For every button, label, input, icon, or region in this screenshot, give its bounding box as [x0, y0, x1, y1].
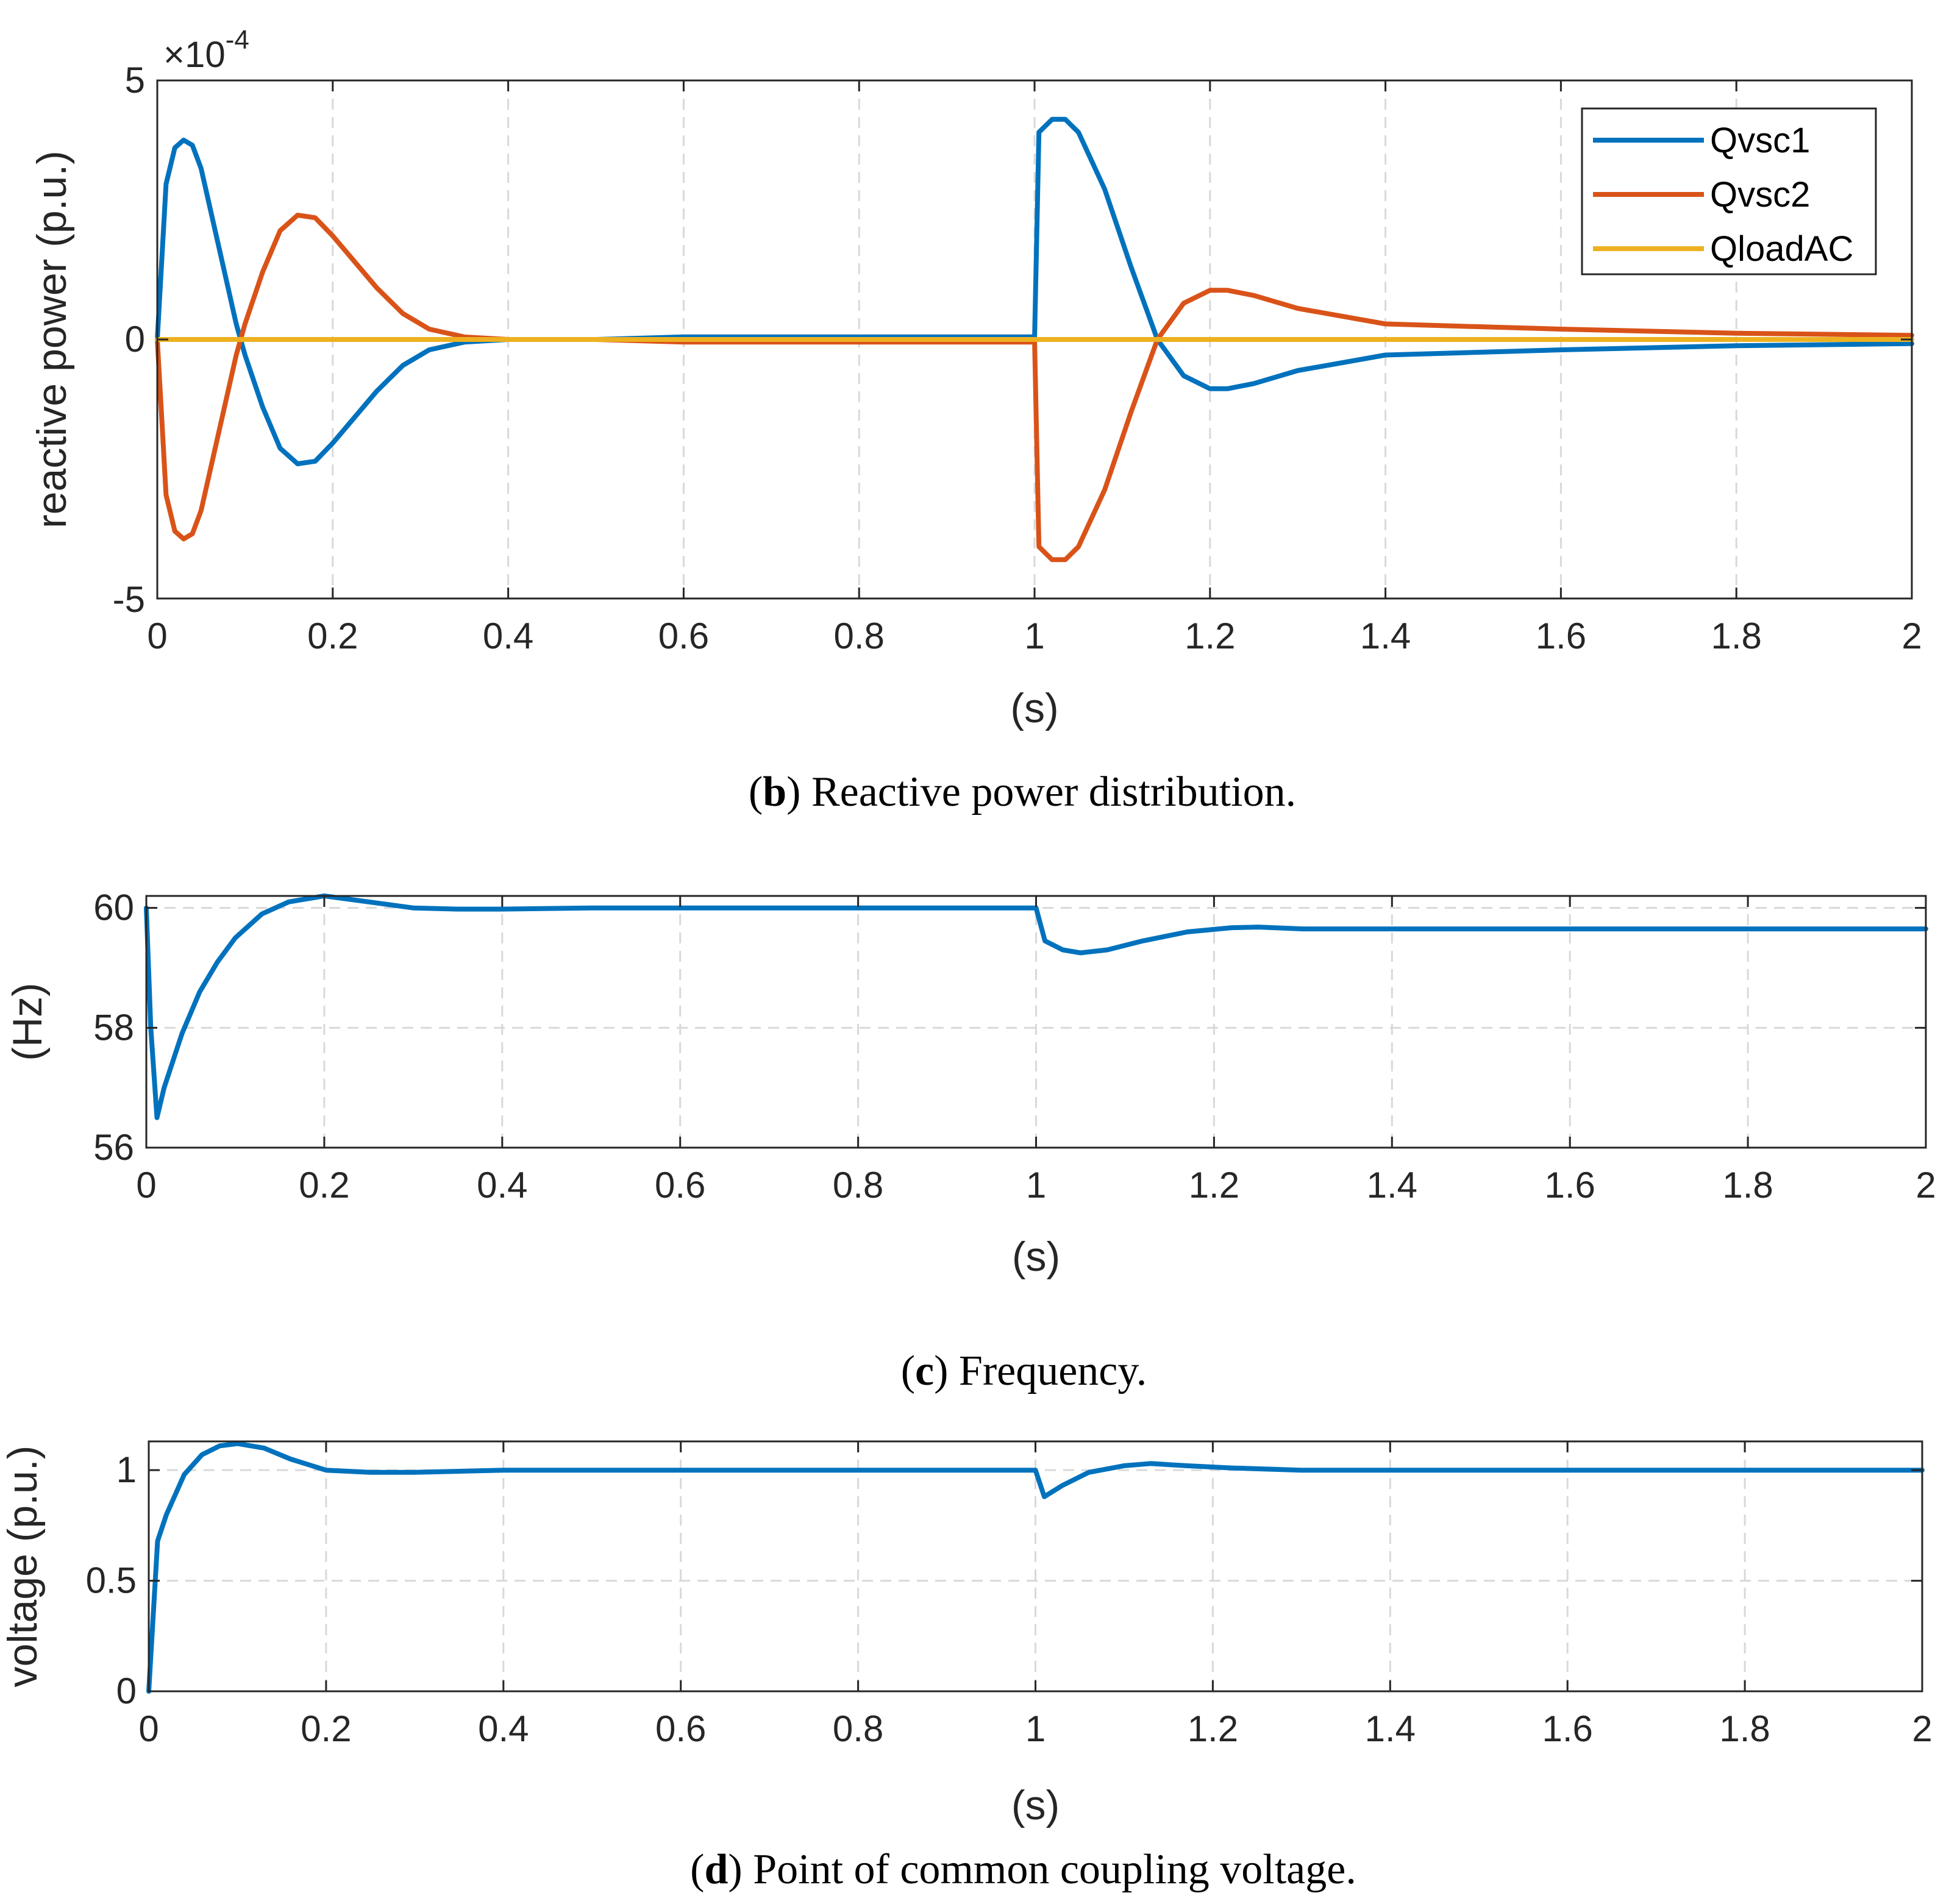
- x-tick-label: 0.2: [301, 1708, 351, 1749]
- legend-entry: Qvsc2: [1710, 175, 1810, 215]
- x-tick-label: 2: [1912, 1708, 1932, 1749]
- x-tick-label: 1.4: [1365, 1708, 1416, 1749]
- x-axis-label: (s): [1010, 685, 1058, 731]
- x-tick-label: 1.4: [1360, 616, 1411, 656]
- x-tick-label: 0.8: [833, 1165, 883, 1206]
- x-tick-label: 0.2: [307, 616, 358, 656]
- x-tick-label: 1.6: [1542, 1708, 1592, 1749]
- y-tick-label: -5: [113, 579, 145, 620]
- figure-caption: (c) Frequency.: [901, 1348, 1147, 1394]
- x-tick-label: 1.8: [1722, 1165, 1773, 1206]
- x-tick-label: 0.4: [483, 616, 533, 656]
- x-tick-label: 0: [136, 1165, 156, 1206]
- x-tick-label: 1.6: [1544, 1165, 1595, 1206]
- x-tick-label: 0.8: [833, 1708, 883, 1749]
- exponent-label: ×10-4: [163, 25, 249, 75]
- x-tick-label: 0.2: [299, 1165, 349, 1206]
- x-tick-label: 0.8: [833, 616, 884, 656]
- y-tick-label: 58: [93, 1007, 134, 1048]
- x-tick-label: 1.8: [1711, 616, 1761, 656]
- series-line-frequency: [144, 893, 1928, 1120]
- y-tick-label: 0: [116, 1671, 137, 1711]
- x-tick-label: 1.2: [1188, 1708, 1238, 1749]
- x-tick-label: 0.4: [478, 1708, 529, 1749]
- x-tick-label: 0: [138, 1708, 159, 1749]
- legend: Qvsc1 Qvsc2 QloadAC: [1581, 107, 1877, 275]
- x-tick-label: 1.4: [1367, 1165, 1417, 1206]
- x-tick-label: 1: [1025, 1708, 1046, 1749]
- y-axis-label: reactive power (p.u.): [29, 151, 75, 528]
- x-tick-label: 2: [1915, 1165, 1936, 1206]
- chart-c: 0 0.2 0.4 0.6 0.8 1 1.2 1.4 1.6 1.8 2 56 58 60 (s) (Hz)…: [4, 887, 1936, 1394]
- legend-entry: Qvsc1: [1710, 121, 1810, 160]
- y-tick-label: 1: [116, 1449, 137, 1490]
- x-tick-label: 1.2: [1189, 1165, 1239, 1206]
- x-tick-label: 1: [1024, 616, 1044, 656]
- y-tick-label: 0: [125, 319, 145, 360]
- chart-d: 0 0.2 0.4 0.6 0.8 1 1.2 1.4 1.6 1.8 2 0 0.5 1 (s) volta…: [0, 1440, 1933, 1893]
- y-axis-label: (Hz): [4, 982, 51, 1060]
- y-tick-label: 0.5: [86, 1560, 137, 1601]
- y-tick-label: 56: [93, 1127, 134, 1168]
- x-axis-label: (s): [1011, 1782, 1060, 1828]
- figure-caption: (d) Point of common coupling voltage.: [690, 1846, 1356, 1893]
- x-tick-label: 2: [1901, 616, 1922, 656]
- x-tick-label: 0.4: [477, 1165, 527, 1206]
- x-tick-label: 1: [1026, 1165, 1046, 1206]
- chart-b: 0 0.2 0.4 0.6 0.8 1 1.2 1.4 1.6 1.8 2-505×10-4(s)r…: [29, 25, 1922, 815]
- x-tick-label: 1.2: [1185, 616, 1235, 656]
- x-tick-label: 1.8: [1719, 1708, 1770, 1749]
- y-tick-label: 5: [125, 60, 145, 101]
- figure-caption: (b) Reactive power distribution.: [749, 769, 1296, 815]
- x-tick-label: 0: [147, 616, 167, 656]
- y-axis-label: voltage (p.u.): [0, 1446, 46, 1688]
- x-tick-label: 0.6: [655, 1165, 705, 1206]
- legend-entry: QloadAC: [1710, 229, 1853, 269]
- series-line-voltage: [146, 1441, 1925, 1694]
- x-axis-label: (s): [1012, 1234, 1060, 1280]
- x-tick-label: 0.6: [658, 616, 709, 656]
- x-tick-label: 1.6: [1536, 616, 1586, 656]
- x-tick-label: 0.6: [655, 1708, 706, 1749]
- y-tick-label: 60: [93, 887, 134, 928]
